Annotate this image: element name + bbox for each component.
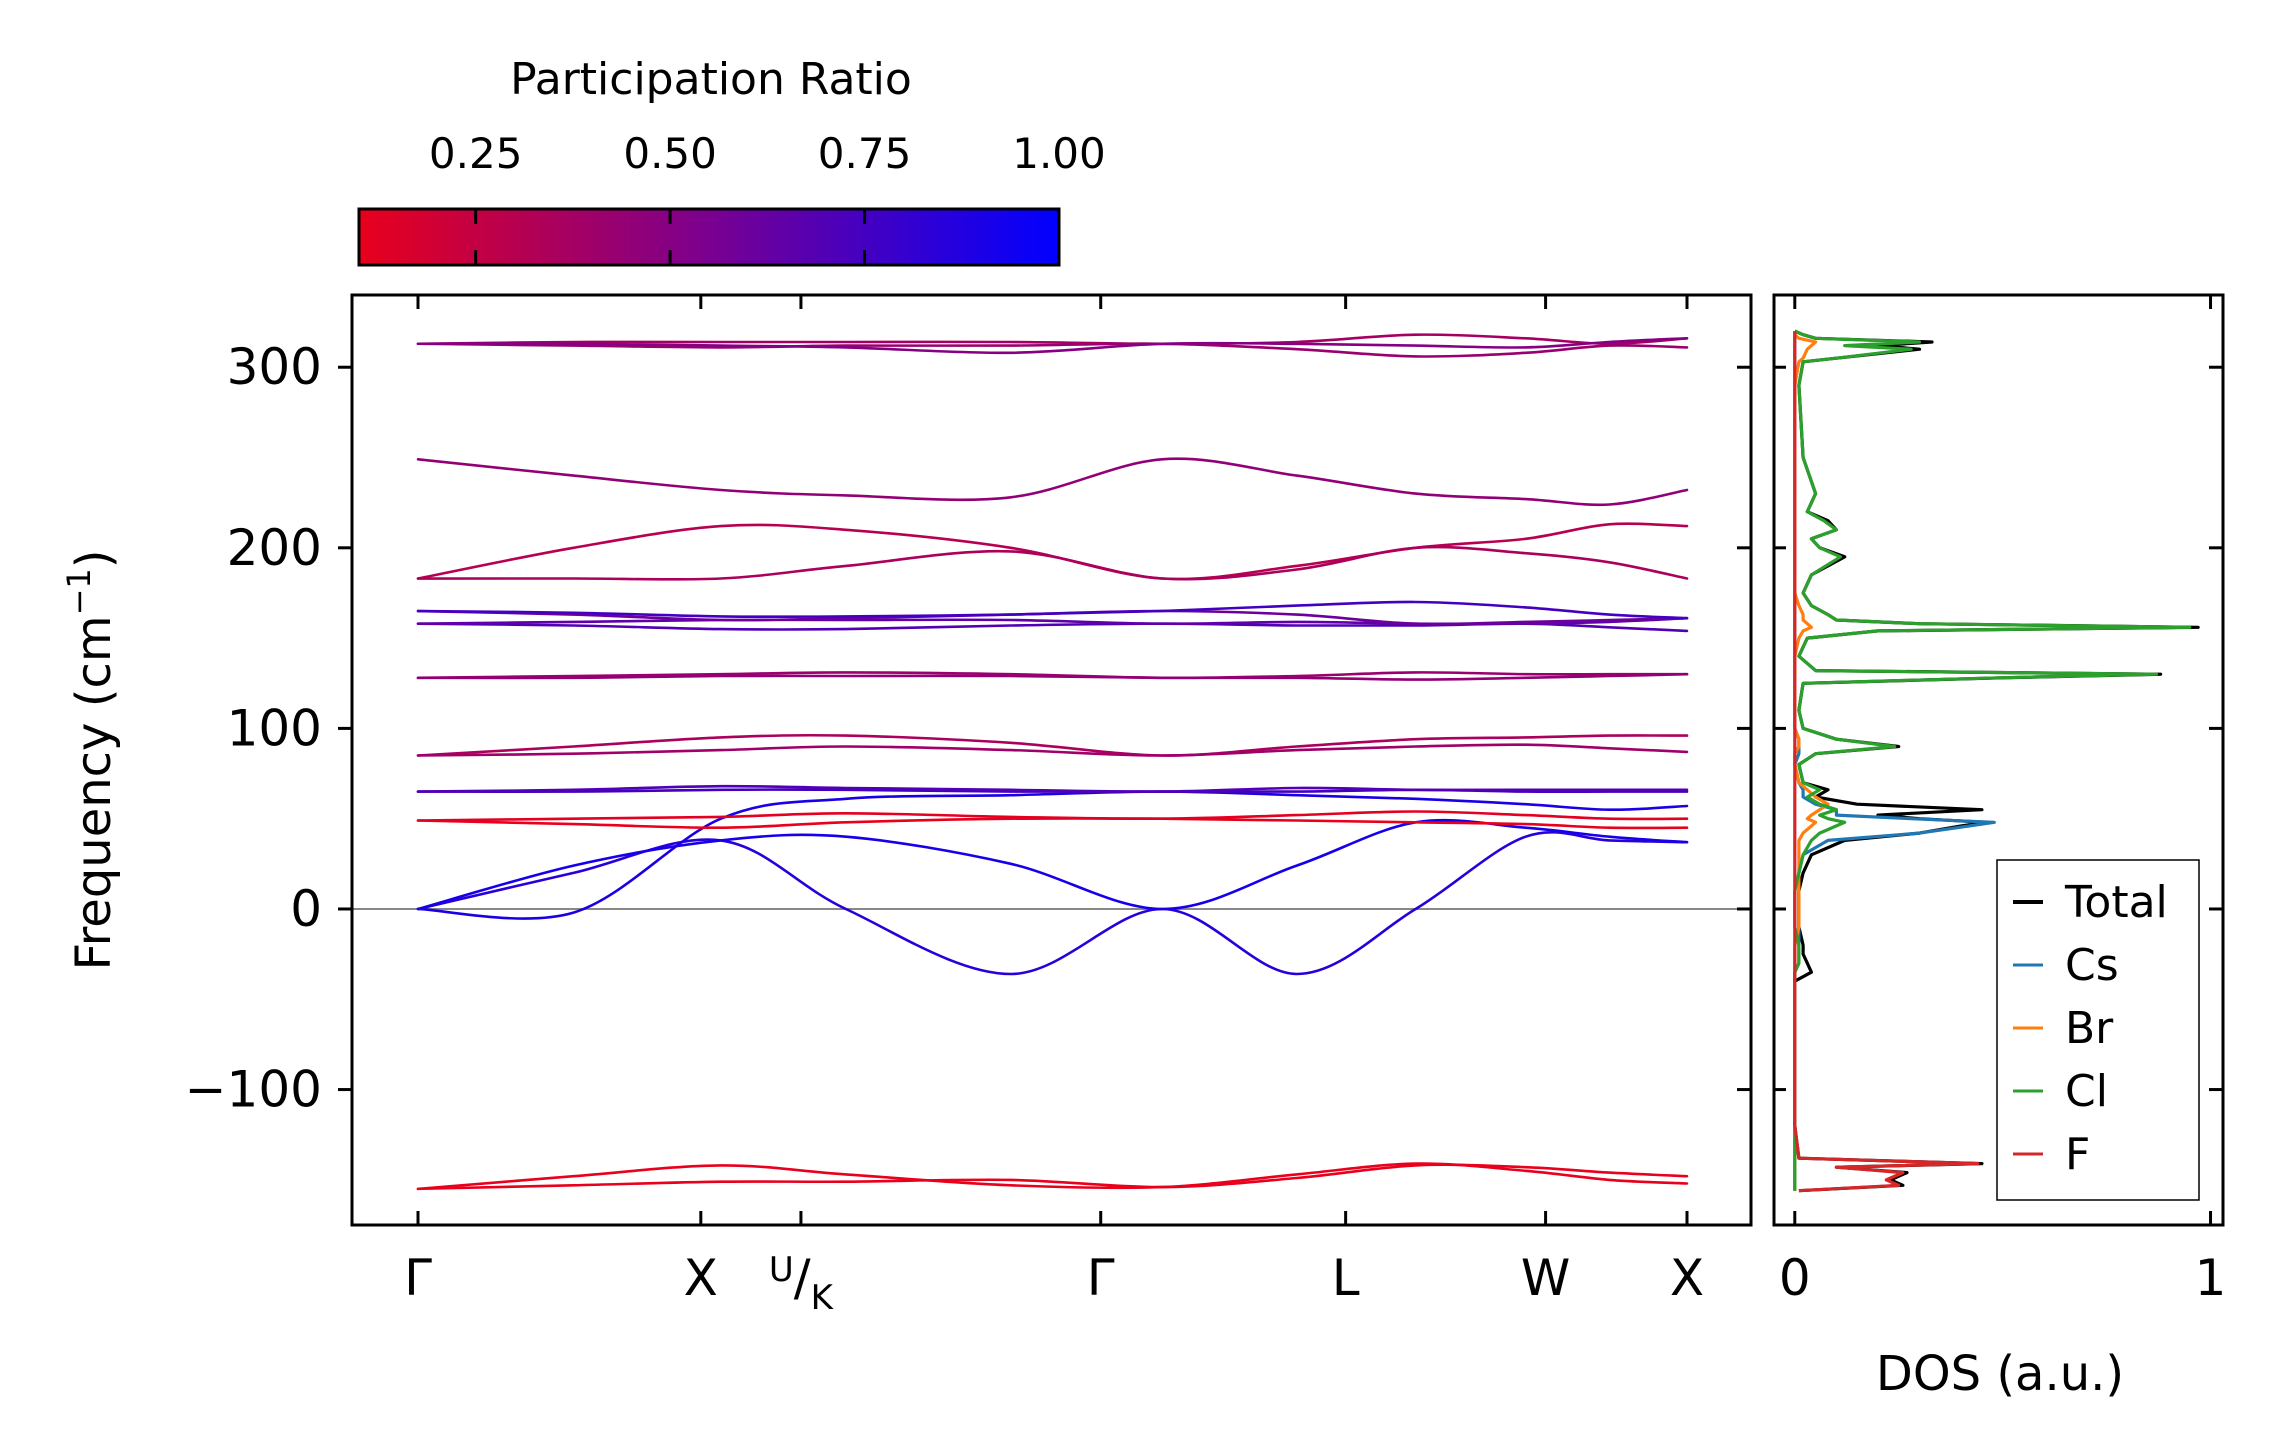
phonon-band [416, 672, 1689, 681]
y-tick-label: 300 [227, 338, 322, 396]
ylabel-main: Frequency (cm [66, 615, 122, 970]
kpoint-label: W [1521, 1249, 1570, 1307]
frequency-axis: −100 0 100 200 300 [185, 338, 2223, 1119]
kpath-axis: Γ X U/K Γ L W X [404, 295, 1704, 1318]
phonon-band [416, 784, 1689, 793]
phonon-band [416, 342, 1689, 358]
kpoint-label-sub: K [811, 1278, 835, 1318]
dos-curve-cs [1793, 331, 1996, 1191]
legend-items: Total Cs Br Cl F [2013, 877, 2168, 1180]
dos-curve-br [1793, 331, 1830, 1191]
phonon-bands [416, 333, 1689, 1191]
phonon-band [416, 545, 1689, 581]
phonon-band [416, 1162, 1689, 1191]
colorbar-frame [357, 207, 1061, 267]
kpoint-label: U/K [769, 1249, 835, 1318]
colorbar-gradient [359, 209, 1059, 265]
phonon-band [416, 831, 1689, 976]
colorbar: Participation Ratio 0.25 0.50 0.75 1.00 [357, 54, 1106, 267]
kpoint-label-slash: / [794, 1249, 811, 1307]
y-tick-label: 100 [227, 699, 322, 757]
dispersion-frame [350, 293, 1753, 1227]
phonon-band [416, 733, 1689, 757]
frequency-axis-label: Frequency (cm−1) [60, 549, 122, 970]
phonon-band [416, 817, 1689, 830]
y-tick-label: −100 [185, 1061, 322, 1119]
legend-label: Br [2065, 1003, 2114, 1054]
legend-label: Cs [2065, 940, 2119, 991]
kpoint-label: L [1332, 1249, 1360, 1307]
phonon-band [416, 457, 1689, 507]
kpoint-label-sup: U [769, 1250, 794, 1290]
ylabel-close: ) [66, 549, 122, 568]
y-tick-label: 200 [227, 519, 322, 577]
phonon-band [416, 810, 1689, 822]
phonon-band [416, 818, 1689, 911]
dos-frame [1772, 293, 2225, 1227]
legend-label: Total [2064, 877, 2168, 928]
phonon-band [416, 333, 1689, 346]
kpoint-label: X [684, 1249, 718, 1307]
colorbar-tick-label: 0.25 [429, 129, 523, 178]
legend-frame [1996, 859, 2200, 1201]
dos-legend: Total Cs Br Cl F [1996, 859, 2200, 1201]
phonon-band [416, 337, 1689, 355]
dos-axis-label: DOS (a.u.) [1876, 1346, 2124, 1402]
phonon-band [416, 600, 1689, 620]
kpoint-label: X [1670, 1249, 1704, 1307]
phonon-band [416, 1163, 1689, 1191]
ylabel-superscript: −1 [60, 568, 98, 615]
phonon-band [416, 743, 1689, 757]
dos-curves [1793, 329, 2200, 1193]
dos-x-tick-label: 1 [2195, 1249, 2227, 1307]
colorbar-tick-label: 0.75 [818, 129, 912, 178]
colorbar-ticks: 0.25 0.50 0.75 1.00 [429, 129, 1106, 265]
colorbar-tick-label: 1.00 [1012, 129, 1106, 178]
colorbar-tick-label: 0.50 [623, 129, 717, 178]
y-tick-label: 0 [290, 880, 322, 938]
kpoint-label: Γ [404, 1249, 432, 1307]
phonon-band [416, 790, 1689, 920]
colorbar-title: Participation Ratio [510, 54, 912, 105]
legend-label: F [2065, 1129, 2090, 1180]
dos-curve-f [1793, 331, 1980, 1193]
dos-x-tick-label: 0 [1779, 1249, 1811, 1307]
legend-label: Cl [2065, 1066, 2108, 1117]
phonon-band [416, 616, 1689, 626]
kpoint-label: Γ [1087, 1249, 1115, 1307]
